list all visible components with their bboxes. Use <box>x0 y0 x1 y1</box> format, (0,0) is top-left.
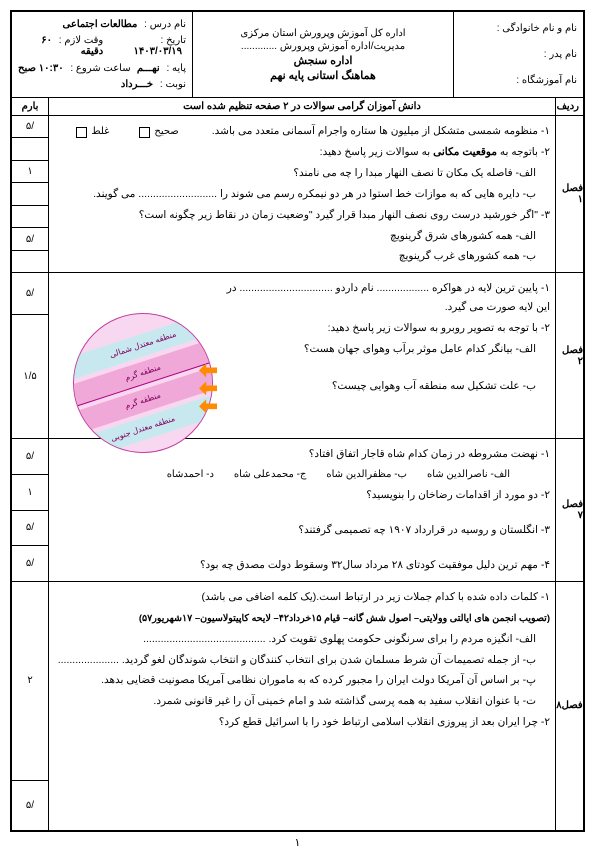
q8-1: ۱- کلمات داده شده با کدام جملات زیر در ا… <box>54 588 550 607</box>
q1-1: ۱- منظومه شمسی متشکل از میلیون ها ستاره … <box>54 122 550 141</box>
q2-2a: الف- بیانگر کدام عامل موثر برآب وهوای جه… <box>219 340 536 359</box>
chapter-8-questions: ۱- کلمات داده شده با کدام جملات زیر در ا… <box>48 582 555 830</box>
fasl-8-label: فصل۸ <box>555 582 583 830</box>
exam-title: هماهنگ استانی پایه نهم <box>199 69 447 82</box>
barem-ch1: /۵ ۱ /۵ <box>12 116 48 272</box>
org-line2: مدیریت/اداره آموزش وپرورش ............. <box>199 41 447 52</box>
date-label: تاریخ : <box>161 35 186 46</box>
exam-meta: نام درس : مطالعات اجتماعی تاریخ : ۱۴۰۳/۰… <box>12 12 192 97</box>
q1-2: ۲- باتوجه به موقعیت مکانی به سوالات زیر … <box>54 143 550 162</box>
chapter-8: فصل۸ ۱- کلمات داده شده با کدام جملات زیر… <box>12 582 583 830</box>
q7-1-options: الف- ناصرالدین شاه ب- مظفرالدین شاه ج- م… <box>54 466 510 484</box>
q8-1c: پ- بر اساس آن آمریکا دولت ایران را مجبور… <box>54 671 536 690</box>
time-label: وقت لازم : <box>59 35 104 46</box>
opt-d[interactable]: د- احمدشاه <box>167 466 214 484</box>
org-info: اداره کل آموزش وپرورش استان مرکزی مدیریت… <box>192 12 453 97</box>
opt-c[interactable]: ج- محمدعلی شاه <box>234 466 306 484</box>
col-barem: بارم <box>12 98 48 115</box>
father-label: نام پدر : <box>460 49 577 60</box>
table-header: ردیف دانش آموزان گرامی سوالات در ۲ صفحه … <box>12 98 583 116</box>
grade-label: پایه : <box>166 63 186 74</box>
subject-value: مطالعات اجتماعی <box>63 19 138 30</box>
q2-2b: ب- علت تشکیل سه منطقه آب وهوایی چیست؟ <box>219 377 536 396</box>
climate-diagram: منطقه معتدل شمالی منطقه گرم منطقه گرم من… <box>53 313 213 453</box>
opt-b[interactable]: ب- مظفرالدین شاه <box>326 466 407 484</box>
q7-1: ۱- نهضت مشروطه در زمان کدام شاه قاجار ات… <box>54 445 550 464</box>
col-question: دانش آموزان گرامی سوالات در ۲ صفحه تنظیم… <box>48 98 555 115</box>
q1-3: ۳- "اگر خورشید درست روی نصف النهار مبدا … <box>54 206 550 225</box>
subject-label: نام درس : <box>144 19 186 30</box>
chapter-7-questions: ۱- نهضت مشروطه در زمان کدام شاه قاجار ات… <box>48 439 555 581</box>
turn-value: خـــرداد <box>121 79 153 90</box>
fasl-1-label: فصل ۱ <box>555 116 583 272</box>
q8-1d: ت- با عنوان انقلاب سفید به همه پرسی گذاش… <box>54 692 536 711</box>
exam-header: نام و نام خانوادگی : نام پدر : نام آموزش… <box>12 12 583 98</box>
col-radif: ردیف <box>555 98 583 115</box>
barem-ch7: /۵ ۱ /۵ /۵ <box>12 439 48 581</box>
chapter-1-questions: ۱- منظومه شمسی متشکل از میلیون ها ستاره … <box>48 116 555 272</box>
barem-ch8: ۲ /۵ <box>12 582 48 830</box>
start-label: ساعت شروع : <box>70 63 130 74</box>
school-label: نام آموزشگاه : <box>460 75 577 86</box>
q1-3a: الف- همه کشورهای شرق گرینویچ <box>54 227 536 246</box>
q2-1: ۱- پایین ترین لایه در هواکره ...........… <box>219 279 550 317</box>
opt-a[interactable]: الف- ناصرالدین شاه <box>427 466 510 484</box>
name-label: نام و نام خانوادگی : <box>460 23 577 34</box>
q8-1b: ب- از جمله تصمیمات آن شرط مسلمان شدن برا… <box>54 651 536 670</box>
turn-label: نوبت : <box>160 79 186 90</box>
exam-page: نام و نام خانوادگی : نام پدر : نام آموزش… <box>10 10 585 832</box>
q2-2: ۲- با توجه به تصویر روبرو به سوالات زیر … <box>219 319 550 338</box>
org-bold: اداره سنجش <box>199 54 447 67</box>
chapter-1: فصل ۱ ۱- منظومه شمسی متشکل از میلیون ها … <box>12 116 583 273</box>
chapter-7: فصل ۷ ۱- نهضت مشروطه در زمان کدام شاه قا… <box>12 439 583 582</box>
chapter-2: فصل ۲ ۱- پایین ترین لایه در هواکره .....… <box>12 273 583 439</box>
q1-3b: ب- همه کشورهای غرب گرینویچ <box>54 247 536 266</box>
barem-ch2: /۵ ۱/۵ <box>12 273 48 438</box>
student-info: نام و نام خانوادگی : نام پدر : نام آموزش… <box>453 12 583 97</box>
word-bank: (تصویب انجمن های ایالتی وولایتی– اصول شش… <box>139 613 550 624</box>
q8-2: ۲- چرا ایران بعد از پیروزی انقلاب اسلامی… <box>54 713 550 732</box>
fasl-2-label: فصل ۲ <box>555 273 583 438</box>
chapter-2-questions: ۱- پایین ترین لایه در هواکره ...........… <box>48 273 555 438</box>
q8-1a: الف- انگیزه مردم را برای سرنگونی حکومت پ… <box>54 630 536 649</box>
start-value: ۱۰:۳۰ صبح <box>18 63 64 74</box>
fasl-7-label: فصل ۷ <box>555 439 583 581</box>
date-value: ۱۴۰۳/۰۳/۱۹ <box>133 46 182 57</box>
q7-2: ۲- دو مورد از اقدامات رضاخان را بنویسید؟ <box>54 486 550 505</box>
page-number: ۱ <box>10 832 585 849</box>
q7-4: ۴- مهم ترین دلیل موفقیت کودتای ۲۸ مرداد … <box>54 556 550 575</box>
org-line1: اداره کل آموزش وپرورش استان مرکزی <box>199 28 447 39</box>
grade-value: نهـــم <box>137 63 160 74</box>
question-body: فصل ۱ ۱- منظومه شمسی متشکل از میلیون ها … <box>12 116 583 830</box>
q1-2a: الف- فاصله یک مکان تا نصف النهار مبدا را… <box>54 164 536 183</box>
q1-2b: ب- دایره هایی که به موازات خط استوا در ه… <box>54 185 536 204</box>
false-checkbox[interactable]: غلط <box>76 123 109 141</box>
true-checkbox[interactable]: صحیح <box>139 123 178 141</box>
q7-3: ۳- انگلستان و روسیه در قرارداد ۱۹۰۷ چه ت… <box>54 521 550 540</box>
